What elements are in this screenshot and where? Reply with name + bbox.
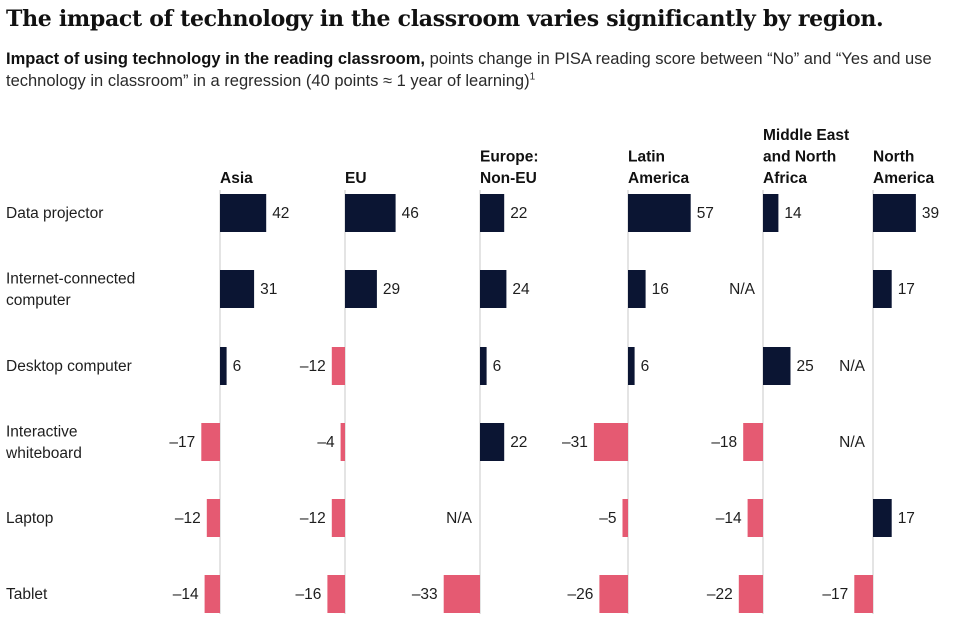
value-label-middle-east-and-north-africa-interactive-whiteboard: –18 [711, 434, 737, 451]
category-label-data-projector: Data projector [6, 205, 103, 222]
bar-europe-non-eu-data-projector [480, 194, 505, 232]
value-label-europe-non-eu-tablet: –33 [412, 586, 438, 603]
value-label-north-america-laptop: 17 [898, 510, 915, 527]
value-label-eu-desktop-computer: –12 [300, 358, 326, 375]
region-label-latin-america: Latin America [628, 149, 690, 188]
na-label-north-america-desktop-computer: N/A [839, 358, 866, 375]
bar-latin-america-laptop [622, 499, 628, 537]
bar-latin-america-tablet [599, 575, 628, 613]
value-label-eu-data-projector: 46 [402, 205, 419, 222]
bar-north-america-tablet [854, 575, 873, 613]
bar-asia-laptop [206, 499, 220, 537]
bar-middle-east-and-north-africa-desktop-computer [763, 347, 791, 385]
bar-north-america-data-projector [873, 194, 916, 232]
region-label-europe-non-eu: Europe: Non-EU [480, 149, 539, 188]
bar-middle-east-and-north-africa-tablet [738, 575, 763, 613]
bar-latin-america-data-projector [628, 194, 691, 232]
region-label-eu: EU [345, 170, 367, 187]
subtitle-lead: Impact of using technology in the readin… [6, 50, 425, 68]
na-label-europe-non-eu-laptop: N/A [446, 510, 473, 527]
bar-latin-america-desktop-computer [628, 347, 635, 385]
bar-europe-non-eu-desktop-computer [480, 347, 487, 385]
value-label-latin-america-tablet: –26 [568, 586, 594, 603]
value-label-asia-tablet: –14 [173, 586, 199, 603]
category-label-interactive-whiteboard: Interactive whiteboard [5, 424, 82, 463]
bar-middle-east-and-north-africa-laptop [747, 499, 763, 537]
bar-asia-internet-connected-computer [220, 270, 255, 308]
value-label-asia-laptop: –12 [175, 510, 201, 527]
value-label-middle-east-and-north-africa-desktop-computer: 25 [797, 358, 814, 375]
region-label-middle-east-and-north-africa: Middle East and North Africa [763, 127, 849, 187]
category-label-laptop: Laptop [6, 510, 53, 527]
value-label-asia-data-projector: 42 [272, 205, 289, 222]
bar-eu-tablet [327, 575, 345, 613]
value-label-latin-america-desktop-computer: 6 [641, 358, 650, 375]
bar-middle-east-and-north-africa-interactive-whiteboard [743, 423, 763, 461]
value-label-latin-america-laptop: –5 [599, 510, 616, 527]
chart-title: The impact of technology in the classroo… [6, 6, 884, 32]
value-label-north-america-data-projector: 39 [922, 205, 939, 222]
value-label-latin-america-interactive-whiteboard: –31 [562, 434, 588, 451]
bar-eu-internet-connected-computer [345, 270, 377, 308]
region-label-north-america: North America [873, 149, 935, 188]
bar-asia-tablet [204, 575, 220, 613]
value-label-asia-interactive-whiteboard: –17 [169, 434, 195, 451]
value-label-middle-east-and-north-africa-data-projector: 14 [784, 205, 802, 222]
value-label-eu-laptop: –12 [300, 510, 326, 527]
value-label-asia-desktop-computer: 6 [233, 358, 242, 375]
bar-eu-data-projector [345, 194, 396, 232]
value-label-europe-non-eu-internet-connected-computer: 24 [512, 281, 530, 298]
bar-latin-america-interactive-whiteboard [593, 423, 628, 461]
value-label-north-america-tablet: –17 [822, 586, 848, 603]
bar-asia-desktop-computer [220, 347, 227, 385]
bar-eu-laptop [331, 499, 345, 537]
value-label-europe-non-eu-data-projector: 22 [510, 205, 527, 222]
chart-subtitle: Impact of using technology in the readin… [6, 48, 966, 92]
category-label-tablet: Tablet [6, 586, 48, 603]
value-label-latin-america-internet-connected-computer: 16 [652, 281, 669, 298]
bar-eu-desktop-computer [331, 347, 345, 385]
value-label-eu-internet-connected-computer: 29 [383, 281, 400, 298]
bar-eu-interactive-whiteboard [340, 423, 345, 461]
subtitle-text: points change in PISA reading score betw… [6, 50, 932, 90]
category-label-desktop-computer: Desktop computer [6, 358, 132, 375]
bar-europe-non-eu-interactive-whiteboard [480, 423, 505, 461]
value-label-eu-tablet: –16 [296, 586, 322, 603]
bar-latin-america-internet-connected-computer [628, 270, 646, 308]
bar-europe-non-eu-internet-connected-computer [480, 270, 507, 308]
value-label-middle-east-and-north-africa-laptop: –14 [716, 510, 742, 527]
na-label-middle-east-and-north-africa-internet-connected-computer: N/A [729, 281, 756, 298]
na-label-north-america-interactive-whiteboard: N/A [839, 434, 866, 451]
bar-north-america-internet-connected-computer [873, 270, 892, 308]
bar-europe-non-eu-tablet [443, 575, 480, 613]
value-label-europe-non-eu-desktop-computer: 6 [493, 358, 502, 375]
bar-north-america-laptop [873, 499, 892, 537]
bar-asia-interactive-whiteboard [201, 423, 220, 461]
value-label-eu-interactive-whiteboard: –4 [317, 434, 335, 451]
category-label-internet-connected-computer: Internet-connected computer [6, 271, 135, 310]
value-label-north-america-internet-connected-computer: 17 [898, 281, 915, 298]
value-label-europe-non-eu-interactive-whiteboard: 22 [510, 434, 527, 451]
bar-middle-east-and-north-africa-data-projector [763, 194, 779, 232]
value-label-latin-america-data-projector: 57 [697, 205, 714, 222]
value-label-middle-east-and-north-africa-tablet: –22 [707, 586, 733, 603]
region-label-asia: Asia [220, 170, 253, 187]
footnote-marker: 1 [529, 71, 536, 83]
bar-asia-data-projector [220, 194, 267, 232]
value-label-asia-internet-connected-computer: 31 [260, 281, 277, 298]
